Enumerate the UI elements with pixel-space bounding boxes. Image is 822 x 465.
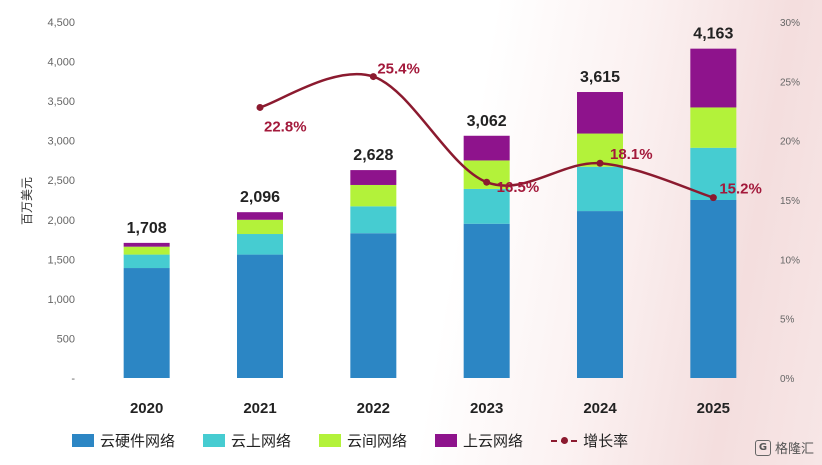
category-label: 2025 [697, 400, 730, 417]
y-tick-label: 2,500 [47, 175, 75, 187]
bar-segment-4 [350, 170, 397, 185]
legend-swatch-cloud-on [203, 433, 226, 447]
bar-segment-2 [237, 234, 283, 255]
y2-tick-label: 30% [780, 18, 800, 29]
total-label: 2,628 [353, 147, 393, 164]
growth-point [596, 159, 604, 167]
bar-segment-4 [577, 92, 623, 134]
left-axis-ticks: - 500 1,000 1,500 2,000 2,500 3,000 3,500 4,000 4… [47, 17, 75, 385]
y-tick-label: 3,000 [47, 136, 75, 148]
bar-segment-3 [350, 184, 397, 207]
bar-segment-3 [237, 219, 283, 235]
y2-tick-label: 5% [780, 315, 795, 326]
total-label: 2,096 [240, 189, 280, 206]
legend-swatch-growth [551, 434, 578, 447]
growth-label: 16.5% [497, 179, 540, 196]
category-axis: 2020 2021 2022 2023 2024 2025 [130, 400, 730, 417]
bar-segment-1 [237, 254, 283, 378]
legend-item-growth: 增长率 [551, 430, 628, 451]
right-axis-ticks: 0% 5% 10% 15% 20% 25% 30% [780, 18, 800, 385]
y-tick-label: 4,000 [47, 57, 75, 69]
y-tick-label: - [71, 373, 75, 385]
legend-label-growth: 增长率 [583, 431, 629, 450]
legend-swatch-to-cloud [435, 433, 458, 447]
bar-segment-4 [123, 242, 170, 247]
y-axis-label: 百万美元 [20, 177, 34, 225]
total-labels: 1,708 2,096 2,628 3,062 3,615 4,163 [127, 26, 734, 237]
y-tick-label: 4,500 [47, 17, 75, 29]
y2-tick-label: 20% [780, 137, 800, 148]
y-tick-label: 1,500 [47, 254, 75, 266]
legend-label-to-cloud: 上云网络 [463, 431, 524, 450]
category-label: 2021 [243, 400, 276, 417]
legend-item-cloud-on: 云上网络 [203, 430, 291, 451]
growth-label: 22.8% [264, 118, 307, 135]
bars-layer [123, 48, 737, 378]
y2-tick-label: 0% [780, 374, 795, 385]
y2-tick-label: 15% [780, 196, 800, 207]
growth-point [709, 194, 717, 202]
watermark: G 格隆汇 [754, 438, 814, 457]
growth-label: 15.2% [719, 181, 762, 198]
bar-segment-3 [123, 246, 170, 255]
total-label: 3,062 [467, 113, 507, 130]
legend-swatch-inter-cloud [319, 433, 342, 447]
bar-segment-2 [577, 166, 623, 212]
bar-segment-4 [690, 48, 737, 108]
legend: 云硬件网络 云上网络 云间网络 上云网络 增长率 [72, 428, 628, 452]
legend-item-inter-cloud: 云间网络 [319, 430, 407, 451]
legend-swatch-hardware [72, 433, 94, 447]
category-label: 2024 [583, 400, 617, 417]
legend-label-inter-cloud: 云间网络 [347, 431, 408, 450]
bar-segment-1 [463, 223, 510, 378]
legend-label-cloud-on: 云上网络 [231, 431, 292, 450]
category-label: 2022 [357, 400, 390, 417]
y2-tick-label: 10% [780, 255, 800, 266]
total-label: 3,615 [580, 69, 620, 86]
growth-line-layer: 22.8% 25.4% 16.5% 18.1% 15.2% [256, 61, 762, 202]
bar-segment-1 [123, 268, 170, 378]
y-tick-label: 2,000 [47, 215, 75, 227]
category-label: 2020 [130, 400, 163, 417]
growth-label: 25.4% [377, 61, 420, 78]
growth-point [369, 73, 377, 81]
bar-segment-2 [463, 188, 510, 224]
bar-segment-4 [463, 135, 510, 161]
legend-item-to-cloud: 上云网络 [435, 430, 523, 451]
growth-point [483, 178, 491, 186]
bar-segment-2 [350, 206, 397, 234]
bar-segment-1 [350, 233, 397, 378]
y2-tick-label: 25% [780, 77, 800, 88]
total-label: 4,163 [693, 26, 733, 43]
y-tick-label: 3,500 [47, 96, 75, 108]
growth-label: 18.1% [610, 146, 653, 163]
bar-segment-1 [690, 200, 737, 378]
y-tick-label: 1,000 [47, 294, 75, 306]
bar-segment-2 [123, 254, 170, 269]
category-label: 2023 [470, 400, 503, 417]
watermark-text: 格隆汇 [774, 442, 814, 457]
bar-segment-1 [577, 211, 623, 378]
bar-segment-4 [237, 212, 283, 220]
total-label: 1,708 [127, 220, 167, 237]
legend-item-hardware: 云硬件网络 [72, 430, 175, 451]
watermark-logo-icon: G [754, 439, 771, 456]
legend-label-hardware: 云硬件网络 [100, 431, 176, 450]
y-tick-label: 500 [57, 333, 75, 345]
growth-point [256, 103, 264, 111]
bar-segment-3 [690, 107, 737, 148]
